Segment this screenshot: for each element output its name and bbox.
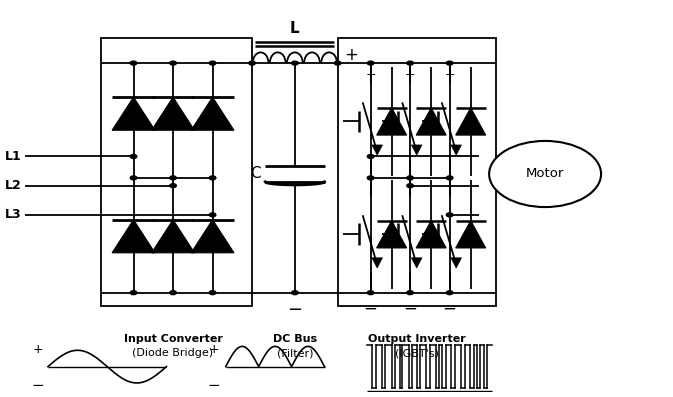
Text: L2: L2 — [5, 179, 22, 192]
Polygon shape — [112, 220, 155, 253]
Text: −: − — [287, 301, 302, 319]
Polygon shape — [372, 258, 382, 268]
Polygon shape — [191, 97, 234, 130]
Text: L3: L3 — [5, 208, 22, 222]
Text: +: + — [345, 46, 358, 64]
Circle shape — [446, 213, 453, 217]
Circle shape — [291, 61, 298, 65]
Text: L1: L1 — [5, 150, 22, 163]
Polygon shape — [151, 97, 194, 130]
Text: (Diode Bridge): (Diode Bridge) — [133, 348, 213, 358]
Bar — [100, 38, 252, 306]
Polygon shape — [372, 145, 382, 155]
Circle shape — [170, 184, 176, 188]
Polygon shape — [451, 258, 462, 268]
Polygon shape — [451, 145, 462, 155]
Circle shape — [170, 176, 176, 180]
Circle shape — [249, 61, 255, 65]
Text: +: + — [33, 343, 43, 356]
Circle shape — [209, 176, 216, 180]
Circle shape — [446, 176, 453, 180]
Text: C: C — [250, 166, 260, 181]
Text: +: + — [444, 68, 455, 81]
Text: +: + — [209, 343, 219, 356]
Circle shape — [367, 291, 374, 295]
Circle shape — [406, 184, 413, 188]
Polygon shape — [411, 145, 422, 155]
Circle shape — [131, 61, 137, 65]
Circle shape — [446, 61, 453, 65]
Circle shape — [170, 291, 176, 295]
Text: L: L — [290, 21, 299, 36]
Polygon shape — [377, 108, 406, 135]
Circle shape — [291, 291, 298, 295]
Polygon shape — [151, 220, 194, 253]
Circle shape — [170, 61, 176, 65]
Text: (IGBT's): (IGBT's) — [395, 348, 439, 358]
Polygon shape — [191, 220, 234, 253]
Bar — [338, 38, 496, 306]
Polygon shape — [411, 258, 422, 268]
Circle shape — [367, 176, 374, 180]
Text: −: − — [207, 378, 220, 393]
Text: Motor: Motor — [526, 168, 564, 181]
Text: +: + — [404, 68, 415, 81]
Circle shape — [334, 61, 341, 65]
Circle shape — [131, 176, 137, 180]
Circle shape — [209, 213, 216, 217]
Text: −: − — [403, 299, 417, 317]
Text: (Filter): (Filter) — [277, 348, 313, 358]
Polygon shape — [416, 108, 446, 135]
Text: Input Converter: Input Converter — [124, 334, 223, 344]
Text: DC Bus: DC Bus — [273, 334, 317, 344]
Circle shape — [406, 61, 413, 65]
Circle shape — [131, 291, 137, 295]
Polygon shape — [456, 221, 486, 248]
Circle shape — [131, 154, 137, 158]
Circle shape — [367, 154, 374, 158]
Circle shape — [406, 176, 413, 180]
Polygon shape — [456, 108, 486, 135]
Text: −: − — [363, 299, 378, 317]
Circle shape — [406, 291, 413, 295]
Text: −: − — [32, 378, 44, 393]
Circle shape — [209, 291, 216, 295]
Circle shape — [209, 61, 216, 65]
Circle shape — [489, 141, 601, 207]
Text: +: + — [365, 68, 376, 81]
Polygon shape — [377, 221, 406, 248]
Circle shape — [367, 61, 374, 65]
Text: −: − — [443, 299, 456, 317]
Polygon shape — [416, 221, 446, 248]
Text: Output Inverter: Output Inverter — [368, 334, 466, 344]
Polygon shape — [112, 97, 155, 130]
Circle shape — [446, 291, 453, 295]
